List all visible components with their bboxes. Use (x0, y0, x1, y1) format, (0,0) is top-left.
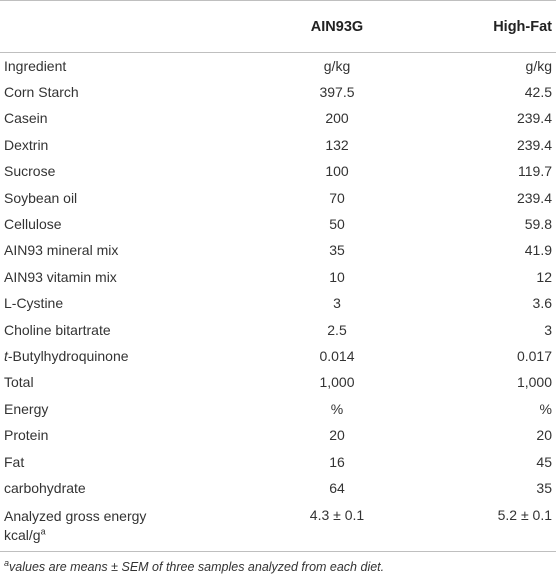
ain93g-value: 2.5 (327, 321, 347, 338)
table-row: Cellulose 50 59.8 (0, 211, 556, 237)
row-label-line2: kcal/g (4, 527, 41, 544)
row-label: Soybean oil (4, 189, 78, 206)
table-row: Energy % % (0, 396, 556, 422)
row-label: Total (4, 374, 34, 391)
high-fat-value: 3 (544, 321, 552, 338)
high-fat-value: 12 (536, 268, 552, 285)
high-fat-value: 3.6 (532, 295, 552, 312)
ain93g-value: 4.3 ± 0.1 (309, 507, 365, 524)
ain93g-value: 200 (325, 110, 349, 127)
header-high-fat: High-Fat (416, 0, 556, 53)
ain93g-value: 3 (333, 295, 341, 312)
table-row: Sucrose 100 119.7 (0, 158, 556, 184)
high-fat-value: 35 (536, 479, 552, 496)
row-label: Energy (4, 400, 49, 417)
italic-prefix: t (4, 347, 8, 364)
footnote-text: values are means ± SEM of three samples … (9, 560, 385, 575)
ain93g-value: 64 (329, 479, 345, 496)
diet-composition-table: AIN93G High-Fat Ingredient g/kg g/kg Cor… (0, 0, 556, 551)
row-label: Cellulose (4, 216, 62, 233)
row-label: Sucrose (4, 163, 56, 180)
ain93g-value: % (330, 400, 344, 417)
high-fat-value: g/kg (525, 57, 552, 74)
row-label: AIN93 mineral mix (4, 242, 119, 259)
table-row: Fat 16 45 (0, 448, 556, 474)
table-row: AIN93 vitamin mix 10 12 (0, 264, 556, 290)
high-fat-value: 1,000 (516, 374, 552, 391)
header-ain93g: AIN93G (258, 0, 416, 53)
ain93g-value: 0.014 (319, 347, 355, 364)
table-row: carbohydrate 64 35 (0, 475, 556, 501)
table-row: Ingredient g/kg g/kg (0, 53, 556, 79)
row-label: Choline bitartrate (4, 321, 111, 338)
high-fat-value: 119.7 (518, 163, 552, 180)
row-label-text: -Butylhydroquinone (7, 347, 129, 364)
ain93g-value: g/kg (323, 57, 351, 74)
ain93g-value: 1,000 (319, 374, 355, 391)
row-label: Corn Starch (4, 84, 79, 101)
table-bottom-rule (0, 551, 556, 553)
ain93g-value: 16 (329, 453, 345, 470)
row-label: Analyzed gross energy kcal/ga (0, 501, 258, 551)
header-row: AIN93G High-Fat (0, 0, 556, 53)
high-fat-value: 41.9 (524, 242, 552, 259)
footnote-marker: a (4, 557, 10, 568)
ain93g-value: 132 (325, 136, 349, 153)
high-fat-value: 239.4 (516, 110, 552, 127)
ain93g-value: 50 (329, 216, 345, 233)
high-fat-value: 42.5 (524, 84, 552, 101)
ain93g-value: 35 (329, 242, 345, 259)
table-row: Total 1,000 1,000 (0, 369, 556, 395)
high-fat-value: 5.2 ± 0.1 (497, 507, 552, 524)
table-row: t-Butylhydroquinone 0.014 0.017 (0, 343, 556, 369)
high-fat-value: 45 (536, 453, 552, 470)
table-row: Choline bitartrate 2.5 3 (0, 316, 556, 342)
row-label-line1: Analyzed gross energy (4, 508, 147, 525)
table-row: L-Cystine 3 3.6 (0, 290, 556, 316)
table-row: Analyzed gross energy kcal/ga 4.3 ± 0.1 5… (0, 501, 556, 551)
row-label: Fat (4, 453, 25, 470)
row-label: L-Cystine (4, 295, 64, 312)
row-label: carbohydrate (4, 479, 86, 496)
table-row: Corn Starch 397.5 42.5 (0, 79, 556, 105)
ain93g-value: 70 (329, 189, 345, 206)
ain93g-value: 397.5 (319, 84, 355, 101)
table-row: Soybean oil 70 239.4 (0, 184, 556, 210)
row-label: Dextrin (4, 136, 49, 153)
ain93g-value: 10 (329, 268, 345, 285)
row-label: Casein (4, 110, 48, 127)
table-row: AIN93 mineral mix 35 41.9 (0, 237, 556, 263)
high-fat-value: 20 (536, 427, 552, 444)
high-fat-value: 59.8 (524, 216, 552, 233)
row-label: Ingredient (4, 57, 67, 74)
ain93g-value: 100 (325, 163, 349, 180)
high-fat-value: 239.4 (516, 136, 552, 153)
row-label: Protein (4, 427, 49, 444)
high-fat-value: 0.017 (516, 347, 552, 364)
table-footnote: avalues are means ± SEM of three samples… (0, 552, 556, 574)
header-ingredient-column (0, 0, 258, 53)
high-fat-value: % (539, 400, 552, 417)
table-row: Casein 200 239.4 (0, 105, 556, 131)
footnote-marker: a (40, 526, 46, 537)
ain93g-value: 20 (329, 427, 345, 444)
row-label: t-Butylhydroquinone (0, 343, 258, 369)
table-row: Dextrin 132 239.4 (0, 132, 556, 158)
high-fat-value: 239.4 (516, 189, 552, 206)
table-row: Protein 20 20 (0, 422, 556, 448)
row-label: AIN93 vitamin mix (4, 268, 117, 285)
